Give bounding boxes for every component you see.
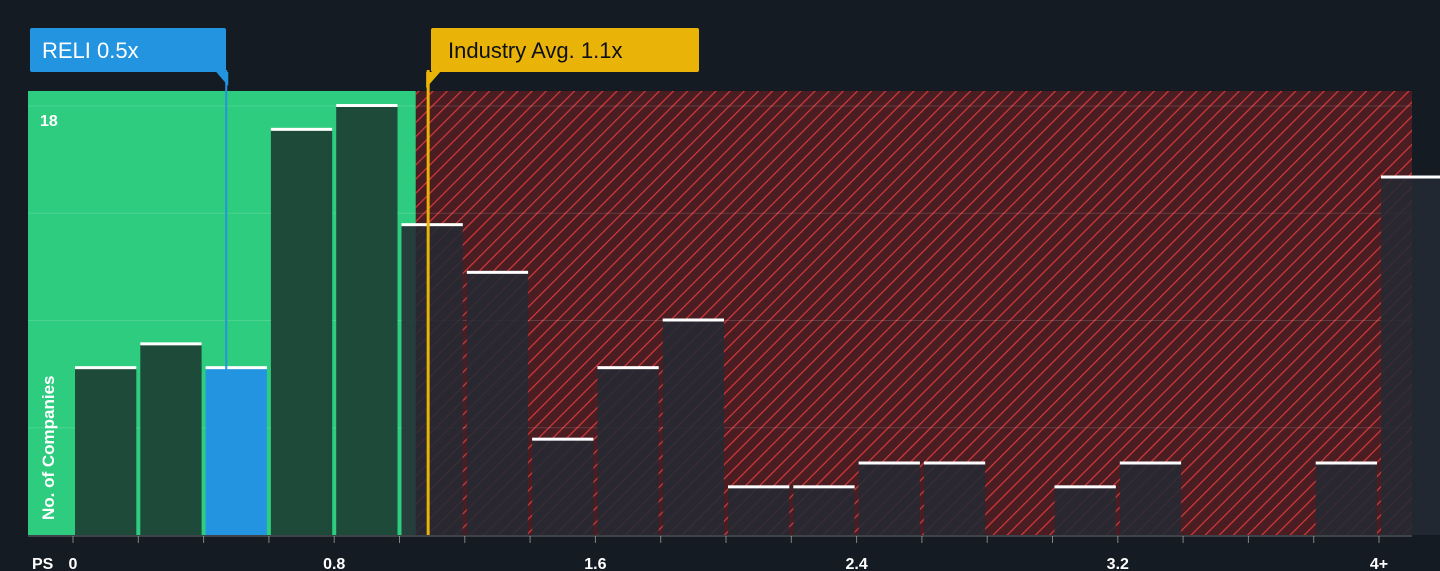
industry-callout-pointer <box>426 72 441 88</box>
bar-cap <box>858 461 920 465</box>
histogram-bar <box>270 129 333 536</box>
histogram-bar <box>858 463 920 535</box>
bar-cap <box>140 342 202 346</box>
histogram-bar <box>1381 177 1440 535</box>
bar-cap <box>1119 461 1182 465</box>
bar-cap <box>336 104 398 107</box>
company-callout-label: RELI 0.5x <box>42 38 139 63</box>
x-tick-label: 1.6 <box>584 556 606 571</box>
histogram-bar <box>728 487 790 535</box>
histogram-bar <box>401 225 463 535</box>
bar-cap <box>923 461 986 465</box>
bar-cap <box>532 437 594 441</box>
bar-cap <box>662 318 724 322</box>
bar-cap <box>728 485 790 489</box>
y-tick-label: 18 <box>40 113 58 130</box>
histogram-bar <box>662 320 724 535</box>
x-axis-title: PS <box>32 556 54 571</box>
bar-cap <box>597 366 659 370</box>
histogram-bar <box>205 368 267 535</box>
x-tick-label: 0 <box>69 556 78 571</box>
bar-cap <box>1054 485 1116 489</box>
histogram-bar <box>140 344 202 535</box>
bar-cap <box>401 223 463 227</box>
x-tick-label: 4+ <box>1370 556 1388 571</box>
company-callout-pointer <box>216 72 229 86</box>
histogram-bar <box>75 368 137 535</box>
x-tick-label: 0.8 <box>323 556 345 571</box>
histogram-bar <box>793 487 855 535</box>
bar-cap <box>270 127 333 131</box>
bar-cap <box>1381 175 1440 179</box>
histogram-bar <box>336 106 398 535</box>
histogram-bar <box>923 463 986 535</box>
company-callout <box>30 28 226 72</box>
histogram-bar <box>466 272 529 535</box>
bar-cap <box>205 366 267 370</box>
bar-cap <box>75 366 137 370</box>
y-axis-title: No. of Companies <box>39 375 58 520</box>
histogram-bar <box>1054 487 1116 535</box>
histogram-bar <box>532 439 594 535</box>
x-tick-label: 2.4 <box>845 556 867 571</box>
bar-cap <box>793 485 855 489</box>
histogram-bar <box>597 368 659 535</box>
bar-cap <box>466 270 529 274</box>
histogram-bar <box>1315 463 1377 535</box>
industry-callout-label: Industry Avg. 1.1x <box>448 38 622 63</box>
industry-callout <box>431 28 699 72</box>
bar-cap <box>1315 461 1377 465</box>
x-tick-label: 3.2 <box>1107 556 1129 571</box>
histogram-bar <box>1119 463 1182 535</box>
